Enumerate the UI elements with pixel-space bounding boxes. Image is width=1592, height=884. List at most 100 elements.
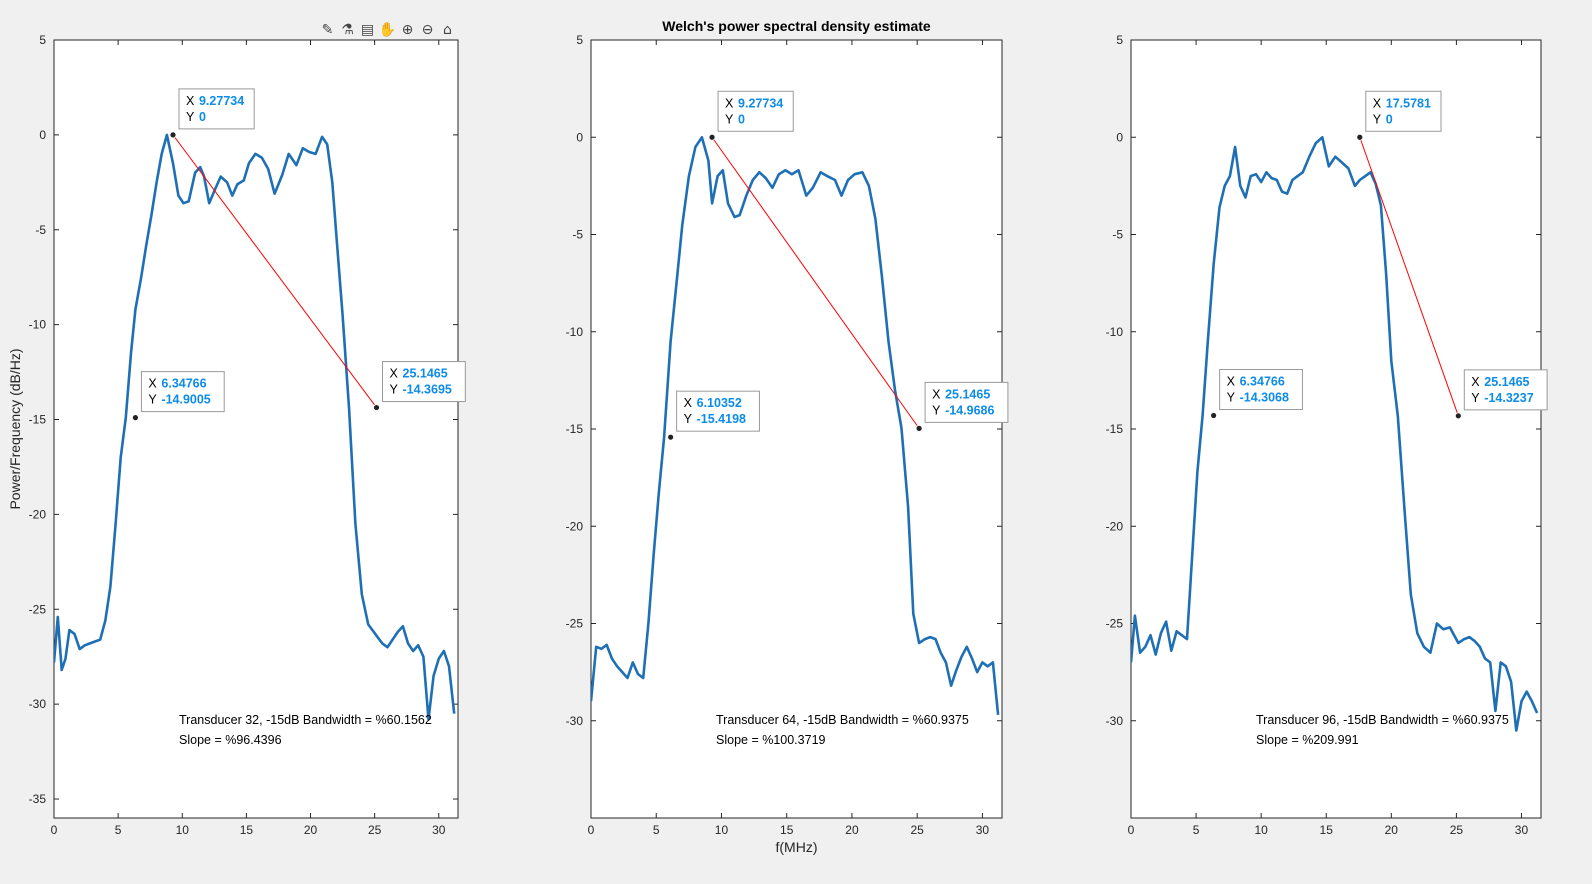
brush-icon[interactable]: ✎: [321, 21, 334, 38]
x-tick-label: 25: [911, 823, 925, 837]
datatip-y-value: 0: [1386, 112, 1393, 126]
datatip[interactable]: X 6.34766 Y -14.3068: [1210, 369, 1303, 419]
datatip-box: [178, 88, 255, 130]
datatip-marker[interactable]: [1210, 412, 1218, 419]
datatip-x-key: X: [725, 96, 734, 110]
x-axis-label: f(MHz): [776, 839, 818, 855]
y-tick-label: -5: [35, 223, 46, 237]
pan-icon[interactable]: ✋: [378, 21, 397, 38]
datatip-marker[interactable]: [169, 131, 177, 139]
datatip-marker[interactable]: [667, 433, 675, 441]
datatip-box: [382, 361, 466, 403]
bandwidth-annotation: Slope = %96.4396: [179, 733, 282, 747]
y-tick-label: -5: [1112, 228, 1123, 242]
psd-series-line: [591, 136, 1000, 716]
datatip-box: [717, 90, 794, 132]
datatip[interactable]: X 17.5781 Y 0: [1356, 90, 1442, 141]
x-tick-label: 5: [1193, 823, 1200, 837]
legend-icon[interactable]: ▤: [360, 21, 375, 38]
datatip-x-value: 25.1465: [945, 387, 990, 401]
datatip[interactable]: X 25.1465 Y -14.3695: [373, 361, 466, 411]
datatip-y-value: 0: [738, 112, 745, 126]
datatip-y-key: Y: [1373, 112, 1382, 126]
datatip-x-value: 17.5781: [1386, 96, 1431, 110]
datatip-y-key: Y: [390, 383, 399, 397]
datatip-y-value: 0: [199, 110, 206, 124]
datatip[interactable]: X 6.34766 Y -14.9005: [132, 371, 225, 422]
datatip-box: [676, 390, 760, 432]
axes-panel-3[interactable]: 0 5 10 15 20 25 30 5 0 -5 -10 -15 -20 -25 -30 X 17.5781 Y…: [1106, 33, 1548, 837]
datatip-x-key: X: [390, 367, 399, 381]
y-tick-label: -20: [1106, 519, 1124, 533]
axes-panel-1[interactable]: 0 5 10 15 20 25 30 5 0 -5 -10 -15 -20 -25 -30 -35 Power/…: [7, 33, 466, 837]
datatip-x-key: X: [148, 377, 157, 391]
x-tick-label: 15: [240, 823, 254, 837]
bandwidth-annotation: Transducer 64, -15dB Bandwidth = %60.937…: [716, 713, 969, 727]
zoom-out-icon[interactable]: ⊖: [421, 21, 434, 38]
datatip-marker[interactable]: [1356, 133, 1364, 141]
datatip-x-key: X: [1471, 375, 1480, 389]
y-tick-label: -35: [29, 792, 47, 806]
datatip-y-key: Y: [148, 393, 157, 407]
datatip-y-value: -14.3237: [1484, 391, 1533, 405]
x-tick-label: 20: [1385, 823, 1399, 837]
chart-title: Welch's power spectral density estimate: [662, 18, 931, 34]
x-tick-label: 5: [653, 823, 660, 837]
x-tick-label: 20: [304, 823, 318, 837]
datatip-box: [1219, 369, 1303, 411]
datatip-y-value: -14.9686: [945, 403, 994, 417]
datatip[interactable]: X 9.27734 Y 0: [169, 88, 255, 139]
datatip-y-key: Y: [932, 403, 941, 417]
datatip-marker[interactable]: [708, 133, 716, 141]
x-tick-label: 10: [176, 823, 190, 837]
bandwidth-annotation: Slope = %209.991: [1256, 733, 1359, 747]
datatip-y-value: -14.9005: [161, 393, 210, 407]
datatip-x-key: X: [1373, 96, 1382, 110]
x-tick-label: 10: [715, 823, 729, 837]
data-cursor-icon[interactable]: ⚗: [341, 21, 354, 38]
datatip-x-value: 9.27734: [199, 94, 244, 108]
axes-panel-2[interactable]: 0 5 10 15 20 25 30 5 0 -5 -10 -15 -20 -25 -30 Welch's p…: [566, 18, 1009, 855]
psd-series-line: [54, 133, 456, 721]
datatip-x-key: X: [932, 387, 941, 401]
datatip[interactable]: X 6.10352 Y -15.4198: [667, 390, 760, 441]
slope-line: [1359, 137, 1459, 417]
y-tick-label: -15: [1106, 422, 1124, 436]
x-tick-label: 10: [1254, 823, 1268, 837]
home-icon[interactable]: ⌂: [443, 21, 452, 38]
datatip[interactable]: X 25.1465 Y -14.9686: [915, 381, 1009, 432]
datatip-y-key: Y: [1471, 391, 1480, 405]
bandwidth-annotation: Slope = %100.3719: [716, 733, 826, 747]
datatip-marker[interactable]: [373, 404, 380, 411]
y-tick-label: -10: [1106, 325, 1124, 339]
datatip-x-value: 25.1465: [403, 367, 448, 381]
datatip-x-value: 6.34766: [1240, 375, 1285, 389]
y-tick-label: -30: [29, 697, 47, 711]
datatip-box: [140, 371, 225, 413]
y-tick-label: -15: [29, 413, 47, 427]
y-tick-label: -15: [566, 422, 584, 436]
datatip-marker[interactable]: [915, 424, 923, 432]
bandwidth-annotation: Transducer 96, -15dB Bandwidth = %60.937…: [1256, 713, 1509, 727]
datatip-y-value: -14.3068: [1240, 391, 1289, 405]
axes-toolbar: ✎ ⚗ ▤ ✋ ⊕ ⊖ ⌂: [318, 20, 457, 40]
datatip-marker[interactable]: [132, 414, 139, 422]
y-tick-label: 5: [1116, 33, 1123, 47]
datatip-box: [1463, 369, 1548, 411]
datatip[interactable]: X 25.1465 Y -14.3237: [1454, 369, 1548, 420]
y-tick-label: 0: [576, 130, 583, 144]
datatip[interactable]: X 9.27734 Y 0: [708, 90, 794, 141]
x-tick-label: 0: [588, 823, 595, 837]
datatip-marker[interactable]: [1454, 412, 1462, 420]
datatip-x-value: 9.27734: [738, 96, 783, 110]
y-tick-label: -10: [29, 318, 47, 332]
x-tick-label: 30: [1515, 823, 1529, 837]
zoom-in-icon[interactable]: ⊕: [401, 21, 414, 38]
y-tick-label: -10: [566, 325, 584, 339]
y-tick-label: -20: [566, 519, 584, 533]
datatip-y-value: -14.3695: [403, 383, 452, 397]
x-tick-label: 25: [1450, 823, 1464, 837]
y-tick-label: -25: [566, 617, 584, 631]
x-tick-label: 30: [976, 823, 990, 837]
